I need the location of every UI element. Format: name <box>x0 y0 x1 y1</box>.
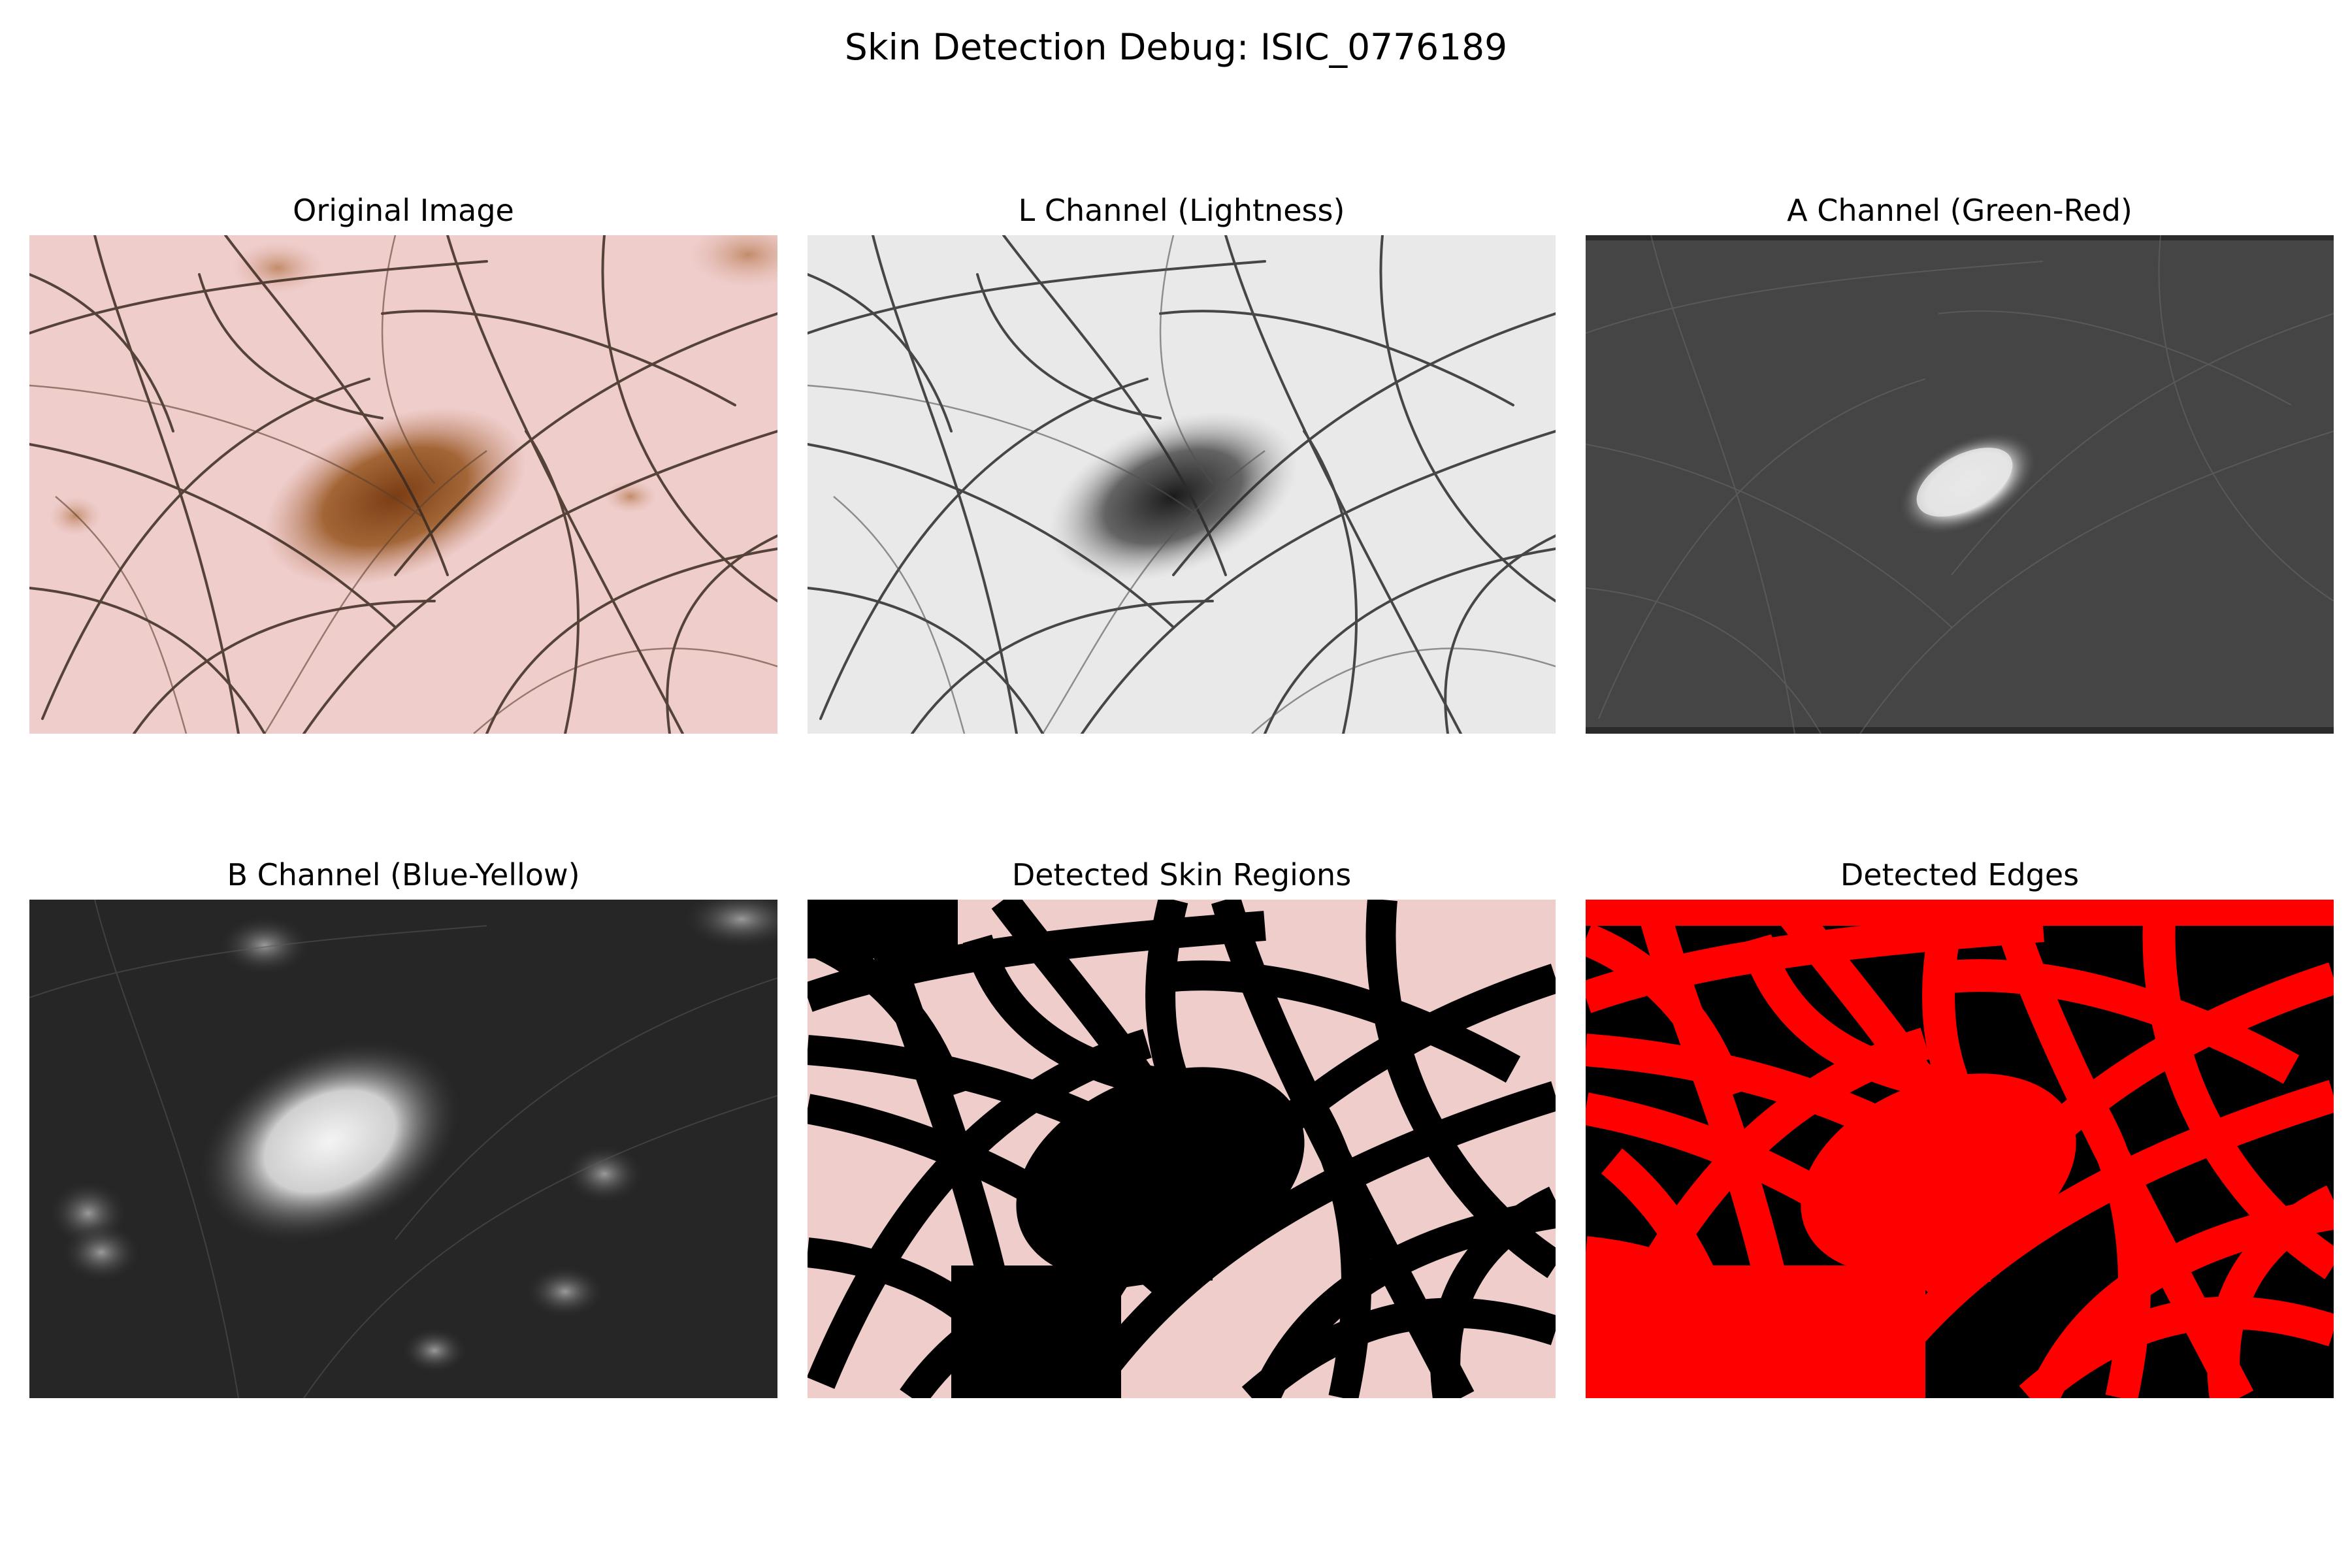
a-channel-image <box>1586 235 2334 734</box>
b-channel-image <box>29 900 777 1398</box>
l-channel-image <box>808 235 1556 734</box>
panel-title: Detected Edges <box>1840 857 2080 892</box>
panel-title: B Channel (Blue-Yellow) <box>227 857 580 892</box>
detected-edges-image <box>1586 900 2334 1398</box>
panel-title: Detected Skin Regions <box>1011 857 1352 892</box>
panel-title: A Channel (Green-Red) <box>1787 193 2132 228</box>
panel-title: L Channel (Lightness) <box>1018 193 1345 228</box>
skin-regions-image <box>808 900 1556 1398</box>
figure-title: Skin Detection Debug: ISIC_0776189 <box>844 26 1508 68</box>
panel-title: Original Image <box>293 193 514 228</box>
original-image <box>29 235 777 734</box>
